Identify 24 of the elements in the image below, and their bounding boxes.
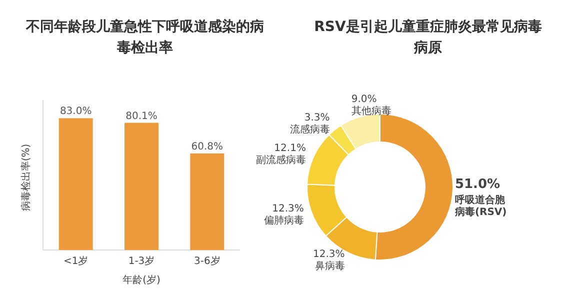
slice-label: 呼吸道合胞病毒(RSV) bbox=[454, 194, 507, 218]
slice-label: 副流感病毒 bbox=[256, 154, 306, 166]
x-axis-title: 年龄(岁) bbox=[122, 274, 160, 286]
slice-label: 流感病毒 bbox=[290, 123, 330, 136]
slice-label: 偏肺病毒 bbox=[264, 214, 304, 227]
title: 毒检出率 bbox=[117, 40, 173, 56]
data-label: 80.1% bbox=[126, 110, 158, 122]
data-label: 12.1% bbox=[274, 143, 306, 154]
x-tick-label: 3-6岁 bbox=[194, 255, 220, 267]
slice-label: 鼻病毒 bbox=[314, 260, 345, 272]
data-label: 51.0% bbox=[454, 177, 500, 192]
data-label: 83.0% bbox=[60, 106, 92, 118]
data-label: 9.0% bbox=[351, 94, 377, 106]
data-label: 60.8% bbox=[191, 141, 224, 152]
x-tick-label: <1岁 bbox=[63, 255, 88, 267]
slice-label: 其他病毒 bbox=[351, 105, 392, 118]
title: RSV是引起儿童重症肺炎最常见病毒 bbox=[314, 19, 542, 35]
title: 病原 bbox=[414, 40, 442, 56]
y-axis-title: 病毒检出率(%) bbox=[20, 144, 32, 212]
data-label: 12.3% bbox=[313, 248, 345, 260]
data-label: 3.3% bbox=[304, 112, 330, 124]
title: 不同年龄段儿童急性下呼吸道感染的病 bbox=[26, 19, 264, 35]
x-tick-label: 1-3岁 bbox=[128, 255, 155, 267]
data-label: 12.3% bbox=[272, 204, 304, 215]
